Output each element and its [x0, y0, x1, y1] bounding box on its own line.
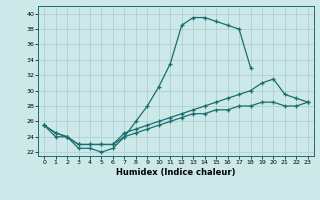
X-axis label: Humidex (Indice chaleur): Humidex (Indice chaleur): [116, 168, 236, 177]
